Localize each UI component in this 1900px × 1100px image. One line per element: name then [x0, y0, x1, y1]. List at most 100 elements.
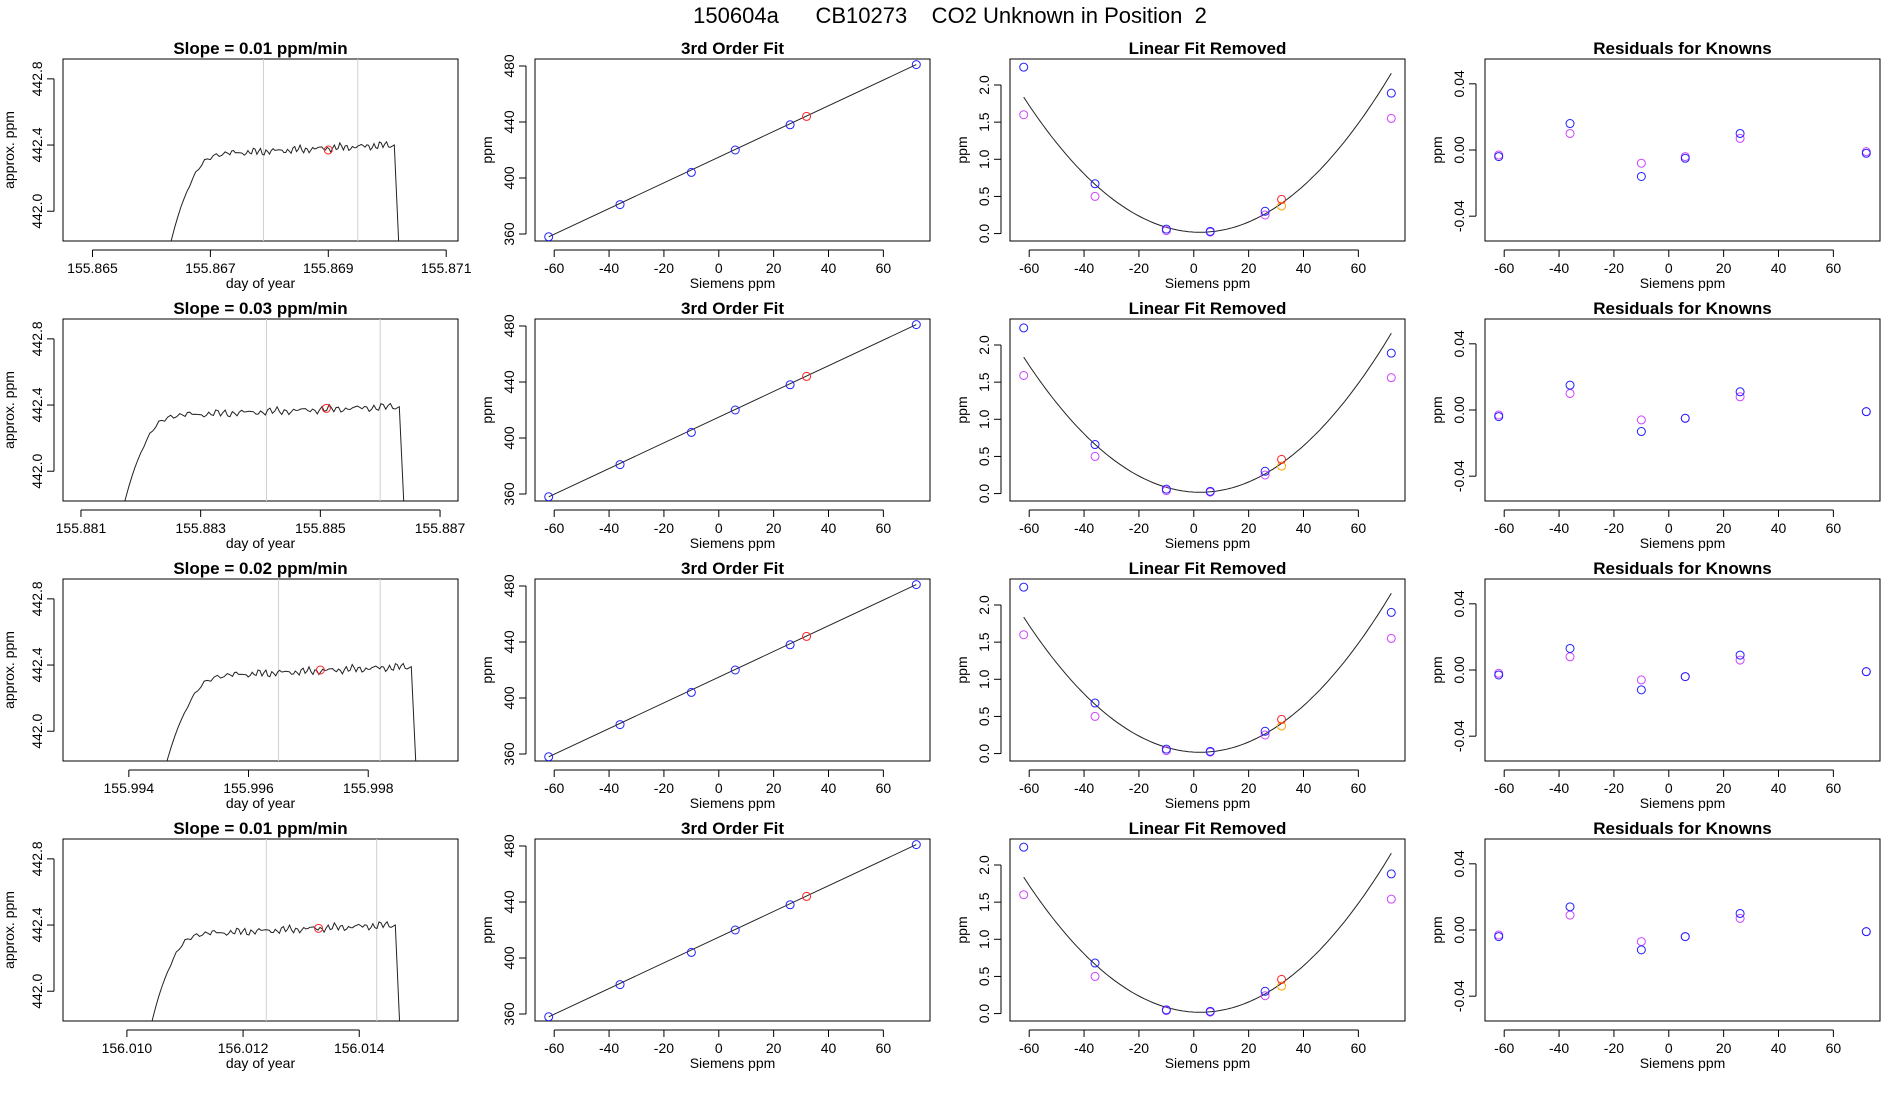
blue-point — [1565, 380, 1575, 390]
x-tick-label: -20 — [1604, 780, 1624, 796]
y-tick-label: 1.0 — [976, 929, 992, 949]
plot-frame — [62, 838, 459, 1022]
x-axis-label: Siemens ppm — [690, 795, 776, 811]
concentration-trace — [151, 920, 401, 1021]
x-tick-label: -60 — [544, 1040, 564, 1056]
y-axis-label: ppm — [954, 656, 970, 683]
blue-point — [1386, 607, 1396, 617]
y-axis-label: ppm — [1429, 396, 1445, 423]
x-tick-label: -60 — [1494, 780, 1514, 796]
unknown-marker — [314, 923, 324, 933]
y-tick-label: 0.04 — [1451, 70, 1467, 97]
y-tick-label: 442.8 — [29, 321, 45, 356]
x-tick-label: 40 — [1296, 780, 1312, 796]
fit-curve — [1023, 73, 1392, 233]
x-tick-label: 0 — [715, 520, 723, 536]
y-tick-label: 400 — [501, 686, 517, 710]
x-tick-label: -60 — [1019, 780, 1039, 796]
panel-row1-linear-removed: Linear Fit Removed -60 -40 -20 0 20 40 60 Siemen… — [954, 39, 1406, 291]
x-tick-label: 155.881 — [56, 520, 107, 536]
blue-point — [1090, 179, 1100, 189]
magenta-point — [1565, 388, 1575, 398]
magenta-point — [1636, 158, 1646, 168]
x-tick-label: 40 — [821, 780, 837, 796]
x-tick-label: 60 — [1826, 260, 1842, 276]
red-point — [802, 111, 812, 121]
x-tick-label: 156.012 — [218, 1040, 269, 1056]
blue-point — [686, 947, 696, 957]
x-tick-label: 20 — [1241, 260, 1257, 276]
red-point — [1277, 714, 1287, 724]
panel-title: Residuals for Knowns — [1593, 299, 1772, 318]
blue-point — [1735, 387, 1745, 397]
x-tick-label: 40 — [1771, 520, 1787, 536]
x-tick-label: 20 — [766, 1040, 782, 1056]
x-tick-label: -40 — [1074, 1040, 1094, 1056]
x-tick-label: -40 — [1549, 260, 1569, 276]
y-tick-label: 2.0 — [976, 75, 992, 95]
y-tick-label: 0.0 — [976, 744, 992, 764]
plot-area — [544, 320, 921, 501]
y-tick-label: 442.0 — [29, 453, 45, 488]
plot-frame — [1009, 58, 1406, 242]
blue-point — [615, 980, 625, 990]
y-tick-label: 0.04 — [1451, 850, 1467, 877]
orange-point — [1277, 461, 1287, 471]
fit-curve — [1023, 333, 1392, 493]
x-tick-label: -40 — [1549, 1040, 1569, 1056]
x-tick-label: 60 — [876, 260, 892, 276]
red-point — [802, 631, 812, 641]
magenta-point — [1260, 730, 1270, 740]
plot-area — [544, 580, 921, 761]
x-tick-label: -40 — [1549, 780, 1569, 796]
x-tick-label: -60 — [1494, 520, 1514, 536]
y-axis-label: ppm — [1429, 916, 1445, 943]
plot-frame — [1484, 578, 1881, 762]
x-tick-label: -60 — [544, 520, 564, 536]
blue-point — [1260, 466, 1270, 476]
y-tick-label: -0.04 — [1451, 980, 1467, 1012]
plot-area — [151, 839, 401, 1021]
fit-line — [548, 844, 917, 1018]
figure-title: 150604a CB10273 CO2 Unknown in Position … — [693, 3, 1207, 28]
x-tick-label: 155.996 — [223, 780, 274, 796]
x-axis-label: Siemens ppm — [1165, 795, 1251, 811]
blue-point — [1680, 932, 1690, 942]
blue-point — [686, 427, 696, 437]
x-axis-label: Siemens ppm — [1165, 275, 1251, 291]
orange-point — [1277, 201, 1287, 211]
plot-area — [1019, 62, 1396, 237]
red-point — [802, 891, 812, 901]
x-tick-label: 0 — [1190, 1040, 1198, 1056]
fit-curve — [1023, 853, 1392, 1013]
red-point — [1277, 194, 1287, 204]
y-axis-label: approx. ppm — [1, 371, 17, 449]
x-tick-label: -40 — [1549, 520, 1569, 536]
blue-point — [1205, 486, 1215, 496]
x-tick-label: 60 — [1826, 1040, 1842, 1056]
y-tick-label: 2.0 — [976, 595, 992, 615]
x-tick-label: 60 — [1351, 520, 1367, 536]
blue-point — [544, 752, 554, 761]
magenta-point — [1019, 890, 1029, 900]
magenta-point — [1565, 128, 1575, 138]
y-tick-label: 0.5 — [976, 706, 992, 726]
x-tick-label: -40 — [1074, 780, 1094, 796]
blue-point — [1161, 1005, 1171, 1015]
blue-point — [1019, 842, 1029, 852]
y-axis-label: ppm — [479, 136, 495, 163]
blue-point — [1205, 746, 1215, 756]
x-tick-label: 20 — [1241, 520, 1257, 536]
plot-frame — [534, 578, 931, 762]
y-tick-label: 360 — [501, 742, 517, 766]
y-tick-label: 440 — [501, 890, 517, 914]
plot-area — [544, 840, 921, 1021]
x-tick-label: -60 — [1494, 260, 1514, 276]
orange-point — [1277, 981, 1287, 991]
blue-point — [785, 120, 795, 130]
blue-point — [1636, 171, 1646, 181]
blue-point — [1161, 224, 1171, 234]
panel-row4-linear-removed: Linear Fit Removed -60 -40 -20 0 20 40 60 Siemen… — [954, 819, 1406, 1071]
x-tick-label: 0 — [715, 260, 723, 276]
panel-title: Linear Fit Removed — [1129, 39, 1287, 58]
